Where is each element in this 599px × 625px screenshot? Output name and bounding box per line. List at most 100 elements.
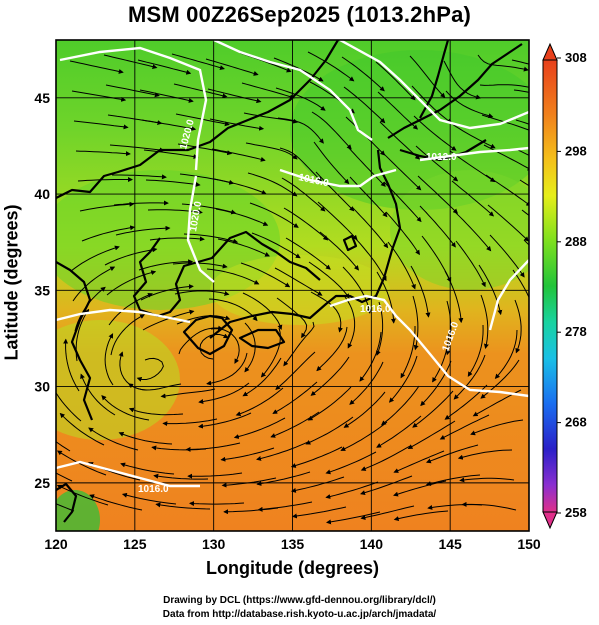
x-tick-label: 135 xyxy=(281,536,305,552)
streamline xyxy=(108,292,153,326)
y-tick-labels: 25 30 35 40 45 xyxy=(34,90,50,491)
streamline xyxy=(89,494,143,511)
streamline xyxy=(138,259,194,271)
streamline xyxy=(385,211,420,256)
streamline xyxy=(420,360,452,407)
streamline xyxy=(307,386,352,421)
streamline xyxy=(206,352,248,386)
streamline xyxy=(407,420,456,449)
y-tick-label: 45 xyxy=(34,90,50,106)
streamline xyxy=(118,432,173,445)
streamline xyxy=(174,290,230,296)
streamline xyxy=(136,357,164,382)
streamline xyxy=(274,267,323,296)
streamline xyxy=(240,262,291,288)
colorbar-scale xyxy=(542,59,558,513)
colorbar-labels: 308 298 288 278 268 258 xyxy=(557,50,587,520)
plot-frame xyxy=(55,39,530,532)
streamline xyxy=(56,450,107,476)
streamline xyxy=(444,270,464,324)
streamline xyxy=(71,90,127,102)
streamline xyxy=(172,262,228,269)
streamline xyxy=(207,88,262,104)
streamline xyxy=(415,145,459,182)
colorbar-label: 308 xyxy=(565,50,587,65)
streamline xyxy=(283,207,329,241)
streamline xyxy=(425,444,479,464)
colorbar: 308 298 288 278 268 258 xyxy=(542,42,587,530)
streamline xyxy=(381,385,420,426)
streamline xyxy=(105,84,160,98)
colorbar-label: 288 xyxy=(565,234,587,249)
streamline xyxy=(315,171,355,212)
colorbar-label: 298 xyxy=(565,143,587,158)
streamline xyxy=(317,201,358,241)
streamline xyxy=(275,351,316,390)
streamline xyxy=(140,284,194,301)
streamline xyxy=(376,301,384,356)
streamline xyxy=(275,87,326,111)
x-tick-label: 130 xyxy=(202,536,226,552)
streamline xyxy=(513,89,529,93)
streamline xyxy=(419,205,456,248)
streamline xyxy=(106,270,157,296)
streamline xyxy=(247,172,298,197)
streamline xyxy=(177,143,233,156)
streamline xyxy=(109,144,165,153)
streamline xyxy=(221,477,277,488)
streamline xyxy=(56,391,82,422)
streamline xyxy=(470,419,524,436)
streamline xyxy=(341,56,385,92)
streamline xyxy=(342,266,372,314)
streamline xyxy=(311,111,352,150)
x-tick-label: 150 xyxy=(517,536,541,552)
coastlines xyxy=(56,40,523,523)
streamline xyxy=(443,60,482,100)
streamline xyxy=(290,476,345,493)
streamline xyxy=(481,114,529,133)
streamline xyxy=(316,326,348,372)
streamline xyxy=(432,330,450,383)
streamline xyxy=(517,149,529,156)
streamline xyxy=(56,472,73,482)
streamline xyxy=(445,300,452,356)
streamline xyxy=(413,115,457,151)
wind-streamlines xyxy=(56,51,529,525)
streamline xyxy=(377,91,419,130)
streamline xyxy=(425,474,481,486)
map-title: MSM 00Z26Sep2025 (1013.2hPa) xyxy=(127,2,472,27)
streamline xyxy=(110,314,145,356)
streamline xyxy=(145,179,201,187)
streamline xyxy=(72,266,116,302)
streamline xyxy=(353,236,387,282)
streamline xyxy=(245,142,298,160)
streamline xyxy=(281,177,326,212)
streamline xyxy=(480,294,489,349)
streamline xyxy=(160,388,216,399)
streamline xyxy=(483,144,529,171)
streamline xyxy=(185,442,241,452)
streamline xyxy=(69,60,124,74)
streamline xyxy=(351,206,389,249)
streamline xyxy=(251,232,301,259)
streamline xyxy=(63,338,80,392)
y-tick-label: 25 xyxy=(34,475,50,491)
streamline xyxy=(477,54,529,72)
streamline xyxy=(277,117,324,144)
streamline xyxy=(447,120,496,149)
streamline xyxy=(112,174,167,180)
streamline xyxy=(220,447,275,462)
colorbar-min-arrow xyxy=(542,511,558,530)
streamline xyxy=(480,359,520,399)
streamline xyxy=(56,484,109,506)
streamline xyxy=(242,357,282,397)
colorbar-label: 268 xyxy=(565,415,587,430)
streamline xyxy=(359,331,382,382)
streamline xyxy=(467,324,484,377)
streamline xyxy=(347,146,386,187)
streamline xyxy=(360,475,413,496)
streamline xyxy=(81,225,136,242)
streamline xyxy=(326,511,381,525)
streamline xyxy=(80,373,116,416)
